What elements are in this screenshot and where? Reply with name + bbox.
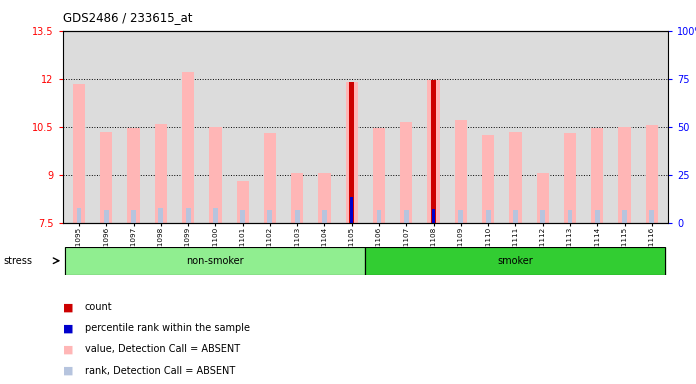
Bar bbox=[350, 197, 354, 223]
Bar bbox=[349, 82, 354, 223]
Text: smoker: smoker bbox=[498, 256, 533, 266]
Bar bbox=[509, 132, 521, 223]
Bar bbox=[155, 124, 167, 223]
Bar bbox=[104, 210, 109, 223]
Bar bbox=[513, 210, 518, 223]
Bar bbox=[127, 128, 140, 223]
Text: ■: ■ bbox=[63, 302, 73, 312]
Bar bbox=[264, 133, 276, 223]
Text: percentile rank within the sample: percentile rank within the sample bbox=[85, 323, 250, 333]
Bar bbox=[404, 210, 409, 223]
Bar bbox=[482, 135, 494, 223]
Bar bbox=[431, 210, 436, 223]
Bar bbox=[432, 209, 435, 223]
Bar bbox=[427, 80, 440, 223]
Bar bbox=[646, 125, 658, 223]
Text: non-smoker: non-smoker bbox=[187, 256, 244, 266]
Bar bbox=[240, 210, 245, 223]
Bar bbox=[365, 247, 665, 275]
Bar bbox=[267, 210, 272, 223]
Bar bbox=[591, 128, 603, 223]
Text: ■: ■ bbox=[63, 366, 73, 376]
Text: ■: ■ bbox=[63, 323, 73, 333]
Bar bbox=[322, 210, 327, 223]
Bar bbox=[564, 133, 576, 223]
Bar bbox=[182, 72, 194, 223]
Text: rank, Detection Call = ABSENT: rank, Detection Call = ABSENT bbox=[85, 366, 235, 376]
Bar bbox=[431, 80, 436, 223]
Bar bbox=[77, 209, 81, 223]
Text: count: count bbox=[85, 302, 113, 312]
Bar bbox=[209, 127, 221, 223]
Text: value, Detection Call = ABSENT: value, Detection Call = ABSENT bbox=[85, 344, 240, 354]
Bar bbox=[377, 210, 381, 223]
Bar bbox=[595, 210, 600, 223]
Bar bbox=[131, 210, 136, 223]
Bar bbox=[567, 210, 572, 223]
Bar bbox=[486, 210, 491, 223]
Text: stress: stress bbox=[3, 256, 33, 266]
Bar bbox=[318, 173, 331, 223]
Bar bbox=[237, 181, 248, 223]
Bar bbox=[346, 82, 358, 223]
Text: ■: ■ bbox=[63, 344, 73, 354]
Bar bbox=[622, 210, 627, 223]
Bar bbox=[537, 173, 549, 223]
Bar bbox=[649, 210, 654, 223]
Bar bbox=[73, 84, 85, 223]
Bar bbox=[65, 247, 365, 275]
Bar bbox=[459, 210, 464, 223]
Bar bbox=[291, 173, 303, 223]
Bar bbox=[186, 209, 191, 223]
Bar bbox=[373, 128, 385, 223]
Bar bbox=[365, 247, 665, 275]
Bar bbox=[400, 122, 413, 223]
Bar bbox=[213, 209, 218, 223]
Bar bbox=[294, 210, 300, 223]
Bar bbox=[454, 120, 467, 223]
Bar bbox=[159, 209, 164, 223]
Bar bbox=[100, 132, 113, 223]
Bar bbox=[618, 127, 631, 223]
Bar bbox=[65, 247, 365, 275]
Text: GDS2486 / 233615_at: GDS2486 / 233615_at bbox=[63, 12, 192, 25]
Bar bbox=[349, 197, 354, 223]
Bar bbox=[540, 210, 545, 223]
